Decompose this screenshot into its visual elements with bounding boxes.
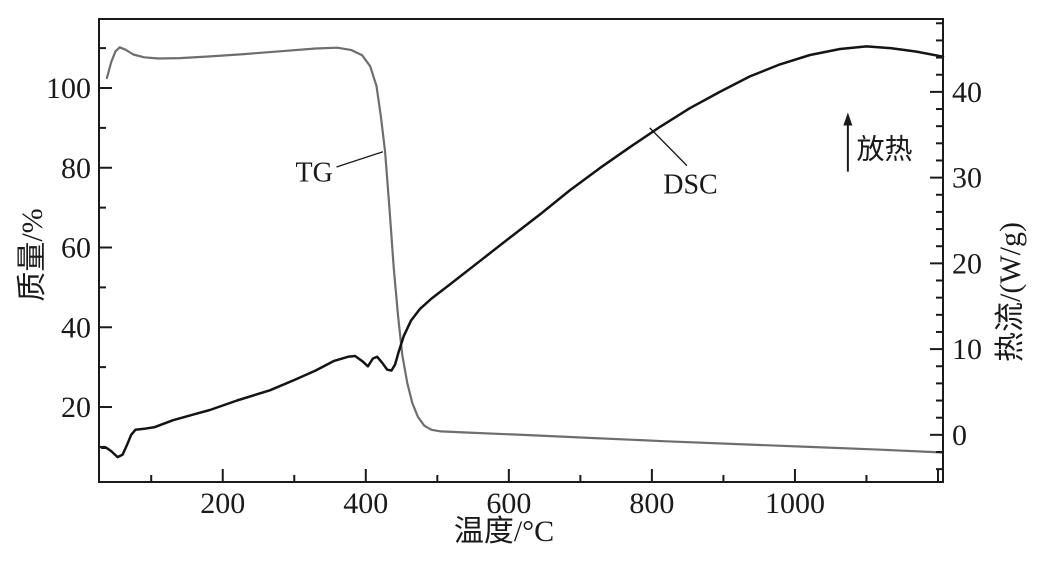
y-left-tick-label: 20 bbox=[61, 391, 91, 424]
axis-ticks bbox=[99, 22, 943, 482]
curves bbox=[100, 45, 945, 459]
y-left-tick-label: 100 bbox=[46, 72, 91, 105]
dsc-label-leader-line bbox=[649, 127, 688, 167]
y-right-tick-label: 30 bbox=[952, 162, 982, 195]
y-left-tick-label: 40 bbox=[61, 311, 91, 344]
x-axis-title: 温度/°C bbox=[454, 515, 554, 548]
x-tick-label: 400 bbox=[343, 487, 388, 520]
x-tick-label: 200 bbox=[200, 487, 245, 520]
plot-frame bbox=[98, 18, 944, 483]
tg-label-leader-line bbox=[336, 151, 384, 168]
tg-curve bbox=[105, 46, 945, 454]
y-right-tick-label: 40 bbox=[952, 76, 982, 109]
exo-label: 放热 bbox=[856, 133, 912, 165]
tg-label: TG bbox=[296, 158, 333, 189]
y-left-tick-label: 80 bbox=[61, 152, 91, 185]
y-left-axis-title: 质量/% bbox=[16, 208, 49, 301]
y-right-axis-title: 热流/(W/g) bbox=[994, 222, 1027, 362]
x-tick-label: 1000 bbox=[765, 487, 825, 520]
x-tick-label: 800 bbox=[629, 487, 674, 520]
y-right-tick-label: 20 bbox=[952, 247, 982, 280]
y-right-tick-label: 0 bbox=[952, 419, 967, 452]
dsc-label: DSC bbox=[663, 170, 717, 201]
y-right-tick-label: 10 bbox=[952, 333, 982, 366]
exothermic-arrow-head-icon bbox=[843, 112, 853, 126]
curve-annotations: TG DSC 放热 bbox=[296, 112, 912, 201]
y-left-tick-label: 60 bbox=[61, 232, 91, 265]
x-tick-label: 600 bbox=[486, 487, 531, 520]
dsc-curve bbox=[100, 45, 945, 459]
